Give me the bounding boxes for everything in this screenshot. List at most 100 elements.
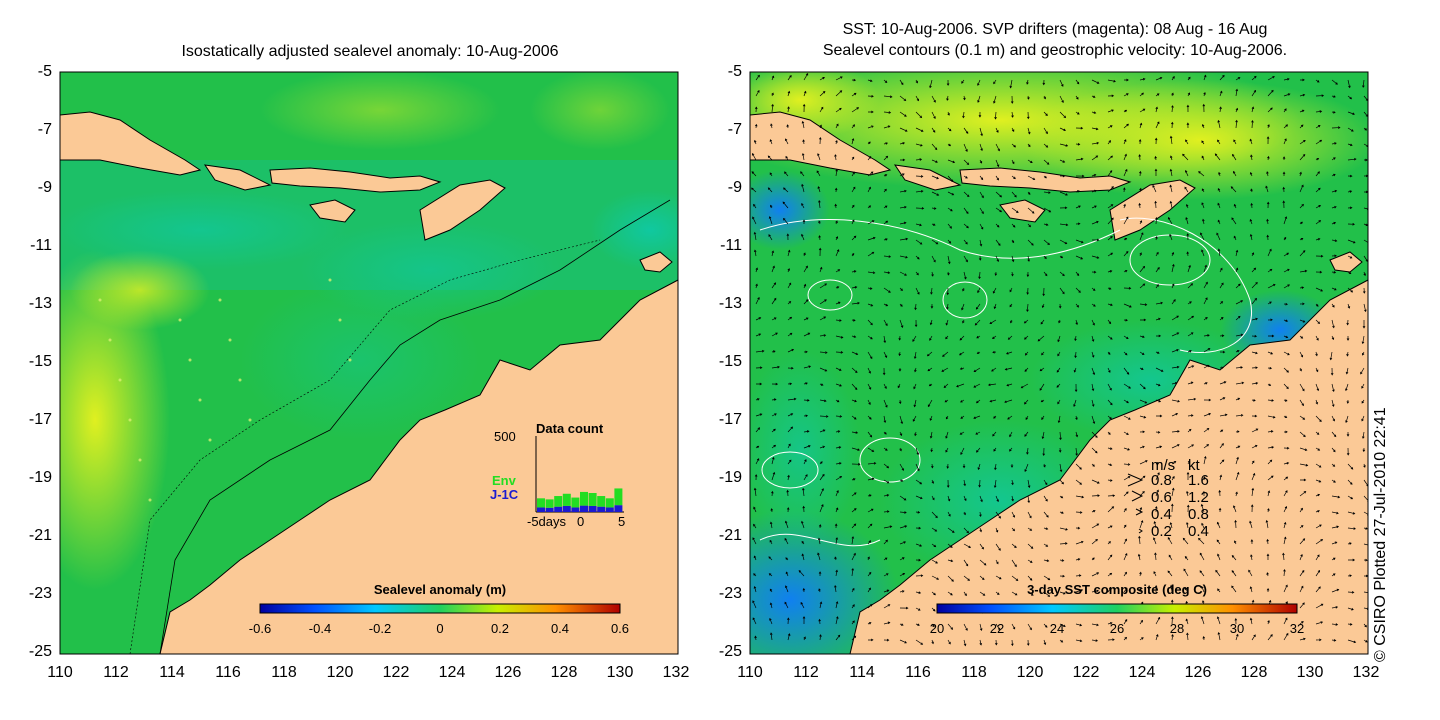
velocity-arrow — [1122, 187, 1126, 193]
velocity-arrow — [995, 591, 1000, 595]
velocity-arrow — [1043, 207, 1052, 213]
velocity-arrow — [929, 431, 933, 439]
velocity-arrow — [959, 335, 965, 341]
velocity-arrow — [1059, 206, 1068, 210]
velocity-arrow — [1027, 159, 1033, 164]
velocity-arrow — [1123, 476, 1131, 481]
velocity-arrow — [1107, 638, 1115, 641]
velocity-arrow — [1219, 282, 1224, 289]
velocity-arrow — [1250, 202, 1254, 209]
j1c-bar — [562, 505, 571, 512]
velocity-arrow — [1004, 399, 1013, 404]
velocity-arrow — [1184, 587, 1189, 593]
velocity-arrow — [1043, 191, 1051, 194]
velocity-arrow — [1186, 490, 1189, 497]
velocity-arrow — [1043, 543, 1049, 547]
velocity-arrow — [1059, 542, 1068, 545]
velocity-arrow — [1171, 476, 1175, 481]
velocity-arrow — [946, 287, 950, 296]
velocity-arrow — [959, 431, 965, 435]
velocity-arrow — [930, 287, 933, 295]
velocity-arrow — [1091, 383, 1095, 392]
velocity-arrow — [1267, 446, 1275, 449]
velocity-arrow — [883, 589, 890, 593]
velocity-arrow — [819, 334, 827, 337]
velocity-arrow — [1331, 638, 1337, 642]
velocity-arrow — [1123, 447, 1131, 451]
velocity-arrow — [963, 271, 967, 280]
x-tick: 110 — [47, 664, 73, 681]
velocity-arrow — [835, 139, 838, 145]
velocity-arrow — [1251, 281, 1258, 289]
velocity-arrow — [1107, 479, 1113, 482]
velocity-arrow — [960, 415, 965, 419]
velocity-arrow — [1123, 399, 1129, 404]
velocity-arrow — [1011, 223, 1016, 228]
velocity-arrow — [1043, 143, 1049, 148]
velocity-arrow — [1266, 171, 1269, 177]
velocity-arrow — [769, 139, 773, 145]
velocity-arrow — [1315, 539, 1324, 545]
velocity-arrow — [1009, 79, 1013, 89]
velocity-arrow — [867, 622, 872, 625]
velocity-arrow — [1155, 399, 1162, 403]
velocity-arrow — [801, 152, 805, 161]
y-tick: -5 — [727, 63, 742, 80]
velocity-arrow — [755, 382, 763, 386]
velocity-arrow — [1201, 155, 1205, 161]
velocity-arrow — [1026, 271, 1030, 278]
velocity-arrow — [802, 616, 806, 625]
velocity-arrow — [1202, 218, 1205, 225]
velocity-arrow — [1075, 271, 1080, 277]
velocity-arrow — [786, 489, 789, 497]
velocity-arrow — [1024, 431, 1029, 437]
velocity-arrow — [1347, 111, 1355, 115]
velocity-arrow — [1363, 543, 1368, 546]
velocity-arrow — [1107, 415, 1112, 420]
velocity-arrow — [1167, 537, 1173, 545]
velocity-arrow — [1201, 586, 1205, 593]
velocity-arrow — [899, 271, 907, 276]
velocity-arrow — [803, 73, 809, 81]
legend-ms: 0.6 — [1151, 489, 1172, 506]
velocity-arrow — [1171, 315, 1179, 321]
velocity-arrow — [787, 348, 795, 353]
velocity-arrow — [1283, 124, 1289, 129]
velocity-arrow — [1107, 351, 1111, 355]
velocity-arrow — [1011, 207, 1019, 213]
velocity-arrow — [945, 335, 949, 340]
velocity-arrow — [1107, 94, 1115, 98]
velocity-arrow — [1331, 605, 1339, 609]
velocity-arrow — [1216, 539, 1221, 545]
velocity-arrow — [787, 397, 797, 401]
velocity-arrow — [1267, 475, 1274, 481]
velocity-arrow — [1331, 623, 1339, 626]
velocity-arrow — [1251, 444, 1258, 449]
velocity-arrow — [867, 477, 875, 481]
velocity-arrow — [915, 479, 923, 485]
velocity-arrow — [835, 634, 841, 641]
velocity-arrow — [1283, 399, 1288, 402]
y-tick: -11 — [720, 237, 742, 254]
velocity-arrow — [1169, 584, 1173, 593]
velocity-arrow — [946, 95, 949, 101]
velocity-arrow — [1025, 415, 1029, 421]
velocity-arrow — [769, 172, 773, 177]
velocity-arrow — [1203, 444, 1210, 449]
velocity-arrow — [1361, 351, 1365, 356]
velocity-arrow — [1123, 524, 1127, 529]
velocity-arrow — [1331, 303, 1335, 308]
velocity-arrow — [1203, 476, 1206, 481]
velocity-arrow — [915, 447, 920, 456]
velocity-arrow — [1091, 205, 1097, 209]
velocity-arrow — [929, 335, 933, 341]
velocity-arrow — [835, 123, 839, 129]
velocity-arrow — [1091, 95, 1096, 98]
velocity-arrow — [803, 414, 809, 418]
velocity-arrow — [1107, 79, 1116, 83]
velocity-arrow — [1215, 569, 1221, 577]
velocity-arrow — [946, 479, 950, 488]
velocity-arrow — [1347, 206, 1353, 210]
velocity-arrow — [883, 319, 888, 327]
velocity-arrow — [1363, 591, 1368, 594]
